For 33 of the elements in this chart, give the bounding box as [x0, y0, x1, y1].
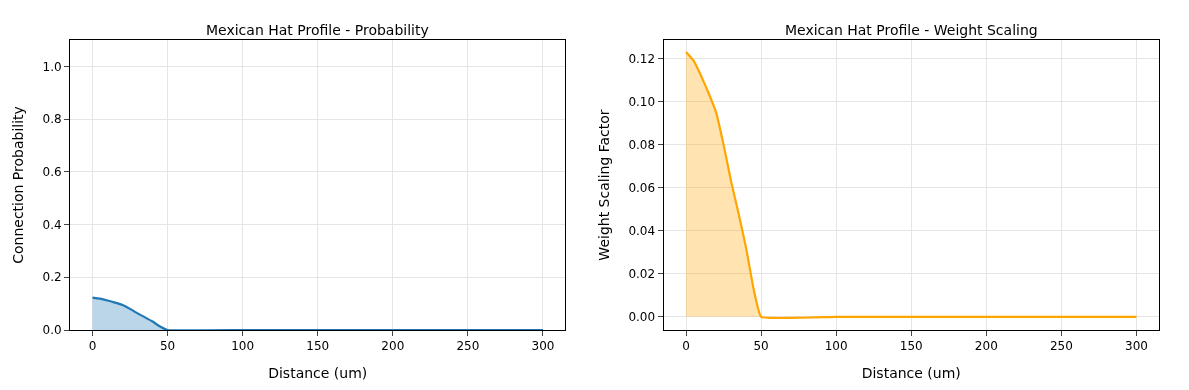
x-tick-label: 0	[682, 339, 690, 354]
y-tick-label: 0.02	[628, 267, 656, 282]
x-tick-label: 250	[456, 339, 480, 354]
x-tick-label: 250	[1049, 339, 1073, 354]
x-tick-label: 50	[159, 339, 176, 354]
x-axis-title: Distance (um)	[268, 364, 368, 381]
y-tick-label: 0.8	[42, 112, 62, 127]
y-tick-label: 0.6	[42, 165, 62, 180]
x-tick-label: 200	[974, 339, 998, 354]
y-axis-title: Weight Scaling Factor	[595, 109, 612, 261]
y-axis-title: Connection Probability	[10, 106, 27, 264]
y-tick-label: 0.00	[628, 310, 656, 325]
x-tick-label: 200	[381, 339, 405, 354]
x-tick-label: 50	[753, 339, 769, 354]
y-tick-label: 1.0	[42, 59, 62, 74]
y-tick-label: 0.06	[628, 180, 656, 195]
x-tick-label: 100	[824, 339, 848, 354]
y-tick-label: 0.04	[628, 223, 656, 238]
x-tick-label: 300	[1125, 339, 1148, 354]
chart-title: Mexican Hat Profile - Weight Scaling	[785, 22, 1038, 38]
x-tick-label: 100	[231, 339, 255, 354]
y-tick-label: 0.2	[42, 270, 62, 285]
y-tick-label: 0.4	[42, 217, 62, 232]
y-tick-label: 0.08	[628, 137, 656, 152]
y-tick-label: 0.12	[628, 51, 656, 66]
x-axis-title: Distance (um)	[861, 364, 961, 381]
x-tick-label: 150	[899, 339, 923, 354]
y-tick-label: 0.10	[628, 94, 656, 109]
chart-title: Mexican Hat Profile - Probability	[206, 22, 429, 38]
x-tick-label: 150	[306, 339, 330, 354]
x-tick-label: 0	[88, 339, 97, 354]
x-tick-label: 300	[531, 339, 555, 354]
y-tick-label: 0.0	[42, 323, 62, 338]
